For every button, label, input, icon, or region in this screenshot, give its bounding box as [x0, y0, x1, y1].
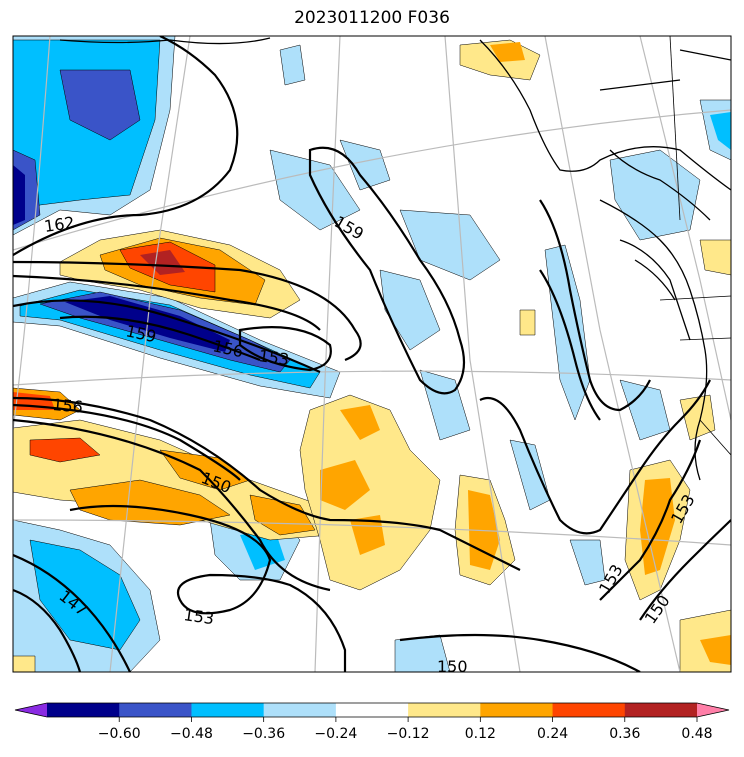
colorbar-tick-label: 0.12 — [465, 726, 496, 742]
colorbar-tick-label: 0.48 — [681, 726, 712, 742]
contour-label-150-south: 150 — [437, 657, 468, 676]
colorbar-tick-label: −0.60 — [98, 726, 141, 742]
coastline — [59, 37, 731, 481]
contour-label-153-lower: 153 — [182, 605, 215, 628]
contour-label-153-ellipse: 153 — [257, 346, 290, 369]
colorbar: −0.60 −0.48 −0.36 −0.24 −0.12 0.12 0.24 0.36 0.4… — [14, 702, 730, 742]
colorbar-tick-label: −0.12 — [387, 726, 430, 742]
colorbar-tick-label: −0.24 — [314, 726, 357, 742]
colorbar-extend-high — [697, 703, 729, 717]
colorbar-tick-label: −0.48 — [170, 726, 213, 742]
colorbar-segment — [408, 703, 481, 717]
plot-title: 2023011200 F036 — [294, 8, 450, 28]
contour-label-162: 162 — [43, 213, 76, 236]
contour-label-156-west: 156 — [52, 395, 84, 417]
colorbar-segment — [119, 703, 192, 717]
colorbar-tick-label: 0.36 — [609, 726, 640, 742]
colorbar-segment — [263, 703, 337, 717]
height-contours — [13, 36, 731, 672]
map-frame — [12, 35, 732, 673]
colorbar-segment — [191, 703, 265, 717]
colorbar-outline — [14, 702, 730, 718]
borders — [659, 36, 731, 456]
colorbar-segment — [624, 703, 698, 717]
graticule — [13, 36, 731, 672]
colorbar-segment — [47, 703, 120, 717]
colorbar-segment — [552, 703, 626, 717]
colorbar-segment — [480, 703, 554, 717]
colorbar-extend-low — [15, 703, 47, 717]
colorbar-tick-label: −0.36 — [242, 726, 285, 742]
colorbar-segment — [335, 703, 409, 717]
colorbar-tick-label: 0.24 — [537, 726, 568, 742]
map-panel: 162 159 159 156 153 156 150 153 147 150 … — [13, 36, 731, 676]
